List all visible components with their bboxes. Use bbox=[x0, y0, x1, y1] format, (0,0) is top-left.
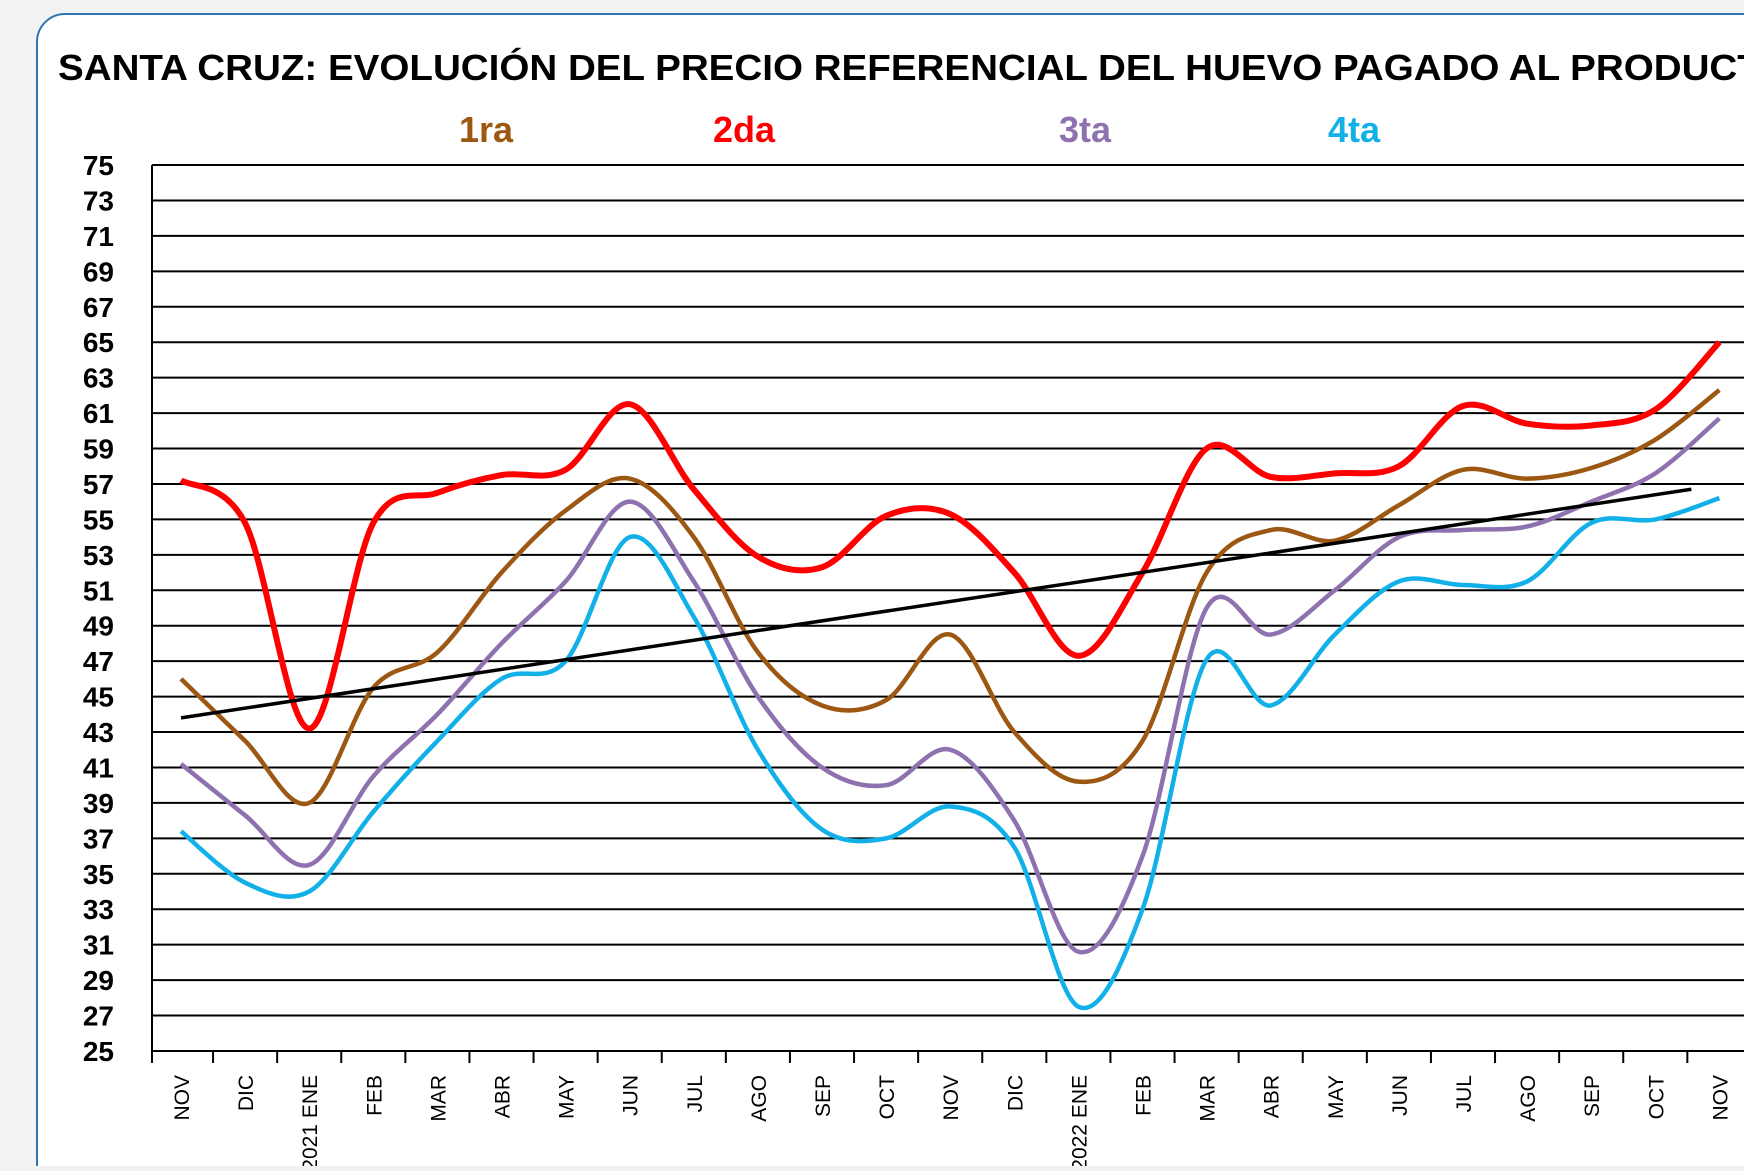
x-tick-label: FEB bbox=[363, 1075, 386, 1116]
x-tick-label: JUN bbox=[620, 1075, 643, 1116]
series-line bbox=[179, 496, 1721, 1011]
x-tick-label: AGO bbox=[1517, 1075, 1540, 1122]
x-tick-label: DIC bbox=[235, 1075, 258, 1111]
series-line bbox=[179, 416, 1721, 955]
x-tick-label: JUL bbox=[684, 1075, 707, 1112]
x-tick-label: MAY bbox=[556, 1075, 579, 1119]
y-tick-label: 57 bbox=[83, 469, 114, 500]
y-tick-label: 45 bbox=[83, 682, 114, 713]
y-tick-label: 75 bbox=[83, 150, 114, 181]
y-tick-label: 33 bbox=[83, 894, 114, 925]
chart-title: SANTA CRUZ: EVOLUCIÓN DEL PRECIO REFEREN… bbox=[58, 46, 1744, 88]
series-line bbox=[179, 388, 1721, 807]
x-tick-label: SEP bbox=[812, 1075, 835, 1117]
legend-label: 1ra bbox=[459, 109, 514, 150]
trend-line bbox=[180, 487, 1692, 720]
y-tick-label: 43 bbox=[83, 717, 114, 748]
y-tick-label: 31 bbox=[83, 930, 114, 961]
x-tick-label: SEP bbox=[1581, 1075, 1604, 1117]
y-tick-label: 39 bbox=[83, 788, 114, 819]
y-tick-label: 73 bbox=[83, 185, 114, 216]
x-tick-label: AGO bbox=[748, 1075, 771, 1122]
y-tick-label: 71 bbox=[83, 221, 114, 252]
y-tick-label: 55 bbox=[83, 504, 114, 535]
x-tick-label: FEB bbox=[1133, 1075, 1156, 1116]
x-tick-label: MAR bbox=[427, 1075, 450, 1122]
y-tick-label: 65 bbox=[83, 327, 114, 358]
y-tick-label: 53 bbox=[83, 540, 114, 571]
x-tick-label: OCT bbox=[876, 1075, 899, 1120]
y-tick-label: 37 bbox=[83, 823, 114, 854]
y-tick-label: 29 bbox=[83, 965, 114, 996]
x-tick-label: MAY bbox=[1325, 1075, 1348, 1119]
x-tick-label: NOV bbox=[171, 1075, 194, 1121]
y-tick-label: 61 bbox=[83, 398, 114, 429]
x-tick-label: JUL bbox=[1453, 1075, 1476, 1112]
y-tick-label: 25 bbox=[83, 1036, 114, 1067]
legend-label: 4ta bbox=[1328, 109, 1381, 150]
legend-label: 2da bbox=[713, 109, 776, 150]
y-tick-label: 63 bbox=[83, 363, 114, 394]
y-tick-label: 51 bbox=[83, 575, 114, 606]
x-tick-label: OCT bbox=[1645, 1075, 1668, 1120]
frame bbox=[36, 13, 1744, 1171]
y-tick-label: 35 bbox=[83, 859, 114, 890]
x-tick-label: MAR bbox=[1197, 1075, 1220, 1122]
y-tick-label: 69 bbox=[83, 256, 114, 287]
y-tick-label: 67 bbox=[83, 292, 114, 323]
y-tick-label: 27 bbox=[83, 1001, 114, 1032]
x-tick-label: ABR bbox=[492, 1075, 515, 1118]
x-tick-label: ABR bbox=[1261, 1075, 1284, 1118]
x-tick-label: 2021 ENE bbox=[299, 1075, 322, 1166]
x-tick-label: NOV bbox=[1709, 1075, 1732, 1121]
y-tick-label: 49 bbox=[83, 611, 114, 642]
x-tick-label: JUN bbox=[1389, 1075, 1412, 1116]
x-tick-label: DIC bbox=[1004, 1075, 1027, 1111]
y-tick-label: 59 bbox=[83, 434, 114, 465]
legend-label: 3ta bbox=[1059, 109, 1112, 150]
y-tick-label: 47 bbox=[83, 646, 114, 677]
x-tick-label: NOV bbox=[940, 1075, 963, 1121]
y-tick-label: 41 bbox=[83, 752, 114, 783]
x-tick-label: 2022 ENE bbox=[1068, 1075, 1091, 1166]
series-line bbox=[179, 340, 1722, 732]
